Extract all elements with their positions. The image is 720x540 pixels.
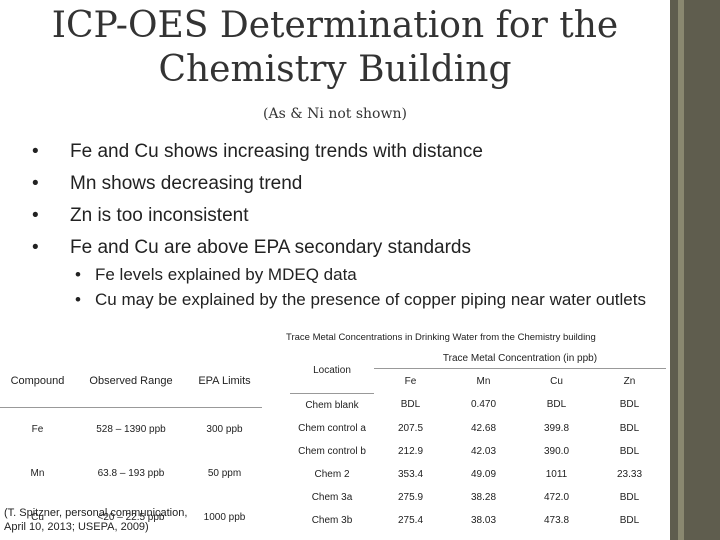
table-row: Chem 3b 275.4 38.03 473.8 BDL	[290, 509, 666, 532]
side-bar-stripe	[678, 0, 684, 540]
value-cell: 472.0	[543, 491, 570, 503]
sub-bullet-list: Fe levels explained by MDEQ data Cu may …	[75, 262, 665, 312]
value-cell: BDL	[619, 399, 640, 411]
bullet-item: Zn is too inconsistent	[30, 200, 483, 232]
location-cell: Chem control b	[298, 445, 366, 457]
value-cell: BDL	[546, 399, 567, 411]
limit-cell: 50 ppm	[207, 467, 242, 479]
value-cell: 0.470	[470, 399, 497, 411]
table-header-row: Fe Mn Cu Zn	[290, 369, 666, 394]
bullet-item: Mn shows decreasing trend	[30, 168, 483, 200]
value-cell: BDL	[619, 514, 640, 526]
compound-cell: Mn	[30, 467, 45, 479]
value-cell: BDL	[619, 445, 640, 457]
citation: (T. Spitzner, personal communication, Ap…	[4, 506, 187, 534]
value-cell: 212.9	[397, 445, 424, 457]
location-cell: Chem 2	[314, 468, 350, 480]
value-cell: BDL	[619, 422, 640, 434]
value-cell: 23.33	[616, 468, 643, 480]
value-cell: 42.68	[470, 422, 497, 434]
header-zn: Zn	[623, 375, 636, 387]
value-cell: 275.9	[397, 491, 424, 503]
value-cell: 49.09	[470, 468, 497, 480]
epa-limits-table: Compound Observed Range EPA Limits Fe 52…	[0, 355, 262, 539]
table-row: Chem control a 207.5 42.68 399.8 BDL	[290, 417, 666, 440]
decorative-side-bar	[670, 0, 720, 540]
sub-bullet-item: Cu may be explained by the presence of c…	[75, 287, 665, 312]
header-compound: Compound	[0, 355, 75, 408]
bullet-list: Fe and Cu shows increasing trends with d…	[30, 136, 483, 264]
slide-subtitle: (As & Ni not shown)	[263, 106, 407, 122]
slide-title: ICP-OES Determination for the Chemistry …	[30, 4, 640, 92]
header-concentration-group: Trace Metal Concentration (in ppb)	[374, 348, 666, 369]
value-cell: 42.03	[470, 445, 497, 457]
location-cell: Chem 3a	[311, 491, 353, 503]
compound-cell: Fe	[31, 423, 44, 435]
table-row: Chem 2 353.4 49.09 1011 23.33	[290, 463, 666, 486]
table-row: Chem blank BDL 0.470 BDL BDL	[290, 393, 666, 417]
header-mn: Mn	[476, 375, 491, 387]
bullet-item: Fe and Cu are above EPA secondary standa…	[30, 232, 483, 264]
citation-line-1: (T. Spitzner, personal communication,	[4, 507, 188, 519]
range-cell: 63.8 – 193 ppb	[97, 467, 165, 479]
value-cell: 353.4	[397, 468, 424, 480]
table-header-row: Location Trace Metal Concentration (in p…	[290, 348, 666, 394]
table-row: Cu <20 – 22.5 ppb 1000 ppb	[0, 495, 262, 539]
compound-cell: Cu	[31, 511, 44, 523]
sub-bullet-item: Fe levels explained by MDEQ data	[75, 262, 665, 287]
header-cu: Cu	[550, 375, 563, 387]
range-cell: 528 – 1390 ppb	[96, 423, 166, 435]
table-row: Fe 528 – 1390 ppb 300 ppb	[0, 407, 262, 451]
location-cell: Chem control a	[298, 422, 366, 434]
table-header-row: Compound Observed Range EPA Limits	[0, 355, 262, 408]
title-line-2: Chemistry Building	[158, 49, 512, 90]
header-location: Location	[290, 348, 374, 394]
value-cell: 275.4	[397, 514, 424, 526]
limit-cell: 1000 ppb	[203, 511, 246, 523]
value-cell: BDL	[400, 399, 421, 411]
trace-metal-table: Location Trace Metal Concentration (in p…	[290, 348, 666, 532]
value-cell: 38.03	[470, 514, 497, 526]
table-row: Mn 63.8 – 193 ppb 50 ppm	[0, 451, 262, 495]
header-epa-limits: EPA Limits	[187, 355, 262, 408]
range-cell: <20 – 22.5 ppb	[97, 511, 165, 523]
header-fe: Fe	[404, 375, 417, 387]
value-cell: 399.8	[543, 422, 570, 434]
value-cell: 473.8	[543, 514, 570, 526]
table-row: Chem control b 212.9 42.03 390.0 BDL	[290, 440, 666, 463]
location-cell: Chem 3b	[311, 514, 353, 526]
table-row: Chem 3a 275.9 38.28 472.0 BDL	[290, 486, 666, 509]
header-observed-range: Observed Range	[75, 355, 187, 408]
value-cell: 207.5	[397, 422, 424, 434]
trace-metal-table-title: Trace Metal Concentrations in Drinking W…	[286, 332, 596, 343]
value-cell: BDL	[619, 491, 640, 503]
citation-line-2: April 10, 2013; USEPA, 2009)	[4, 521, 149, 533]
bullet-item: Fe and Cu shows increasing trends with d…	[30, 136, 483, 168]
value-cell: 1011	[545, 468, 568, 480]
limit-cell: 300 ppb	[206, 423, 243, 435]
title-line-1: ICP-OES Determination for the	[51, 5, 619, 46]
value-cell: 38.28	[470, 491, 497, 503]
location-cell: Chem blank	[305, 399, 359, 411]
value-cell: 390.0	[543, 445, 570, 457]
